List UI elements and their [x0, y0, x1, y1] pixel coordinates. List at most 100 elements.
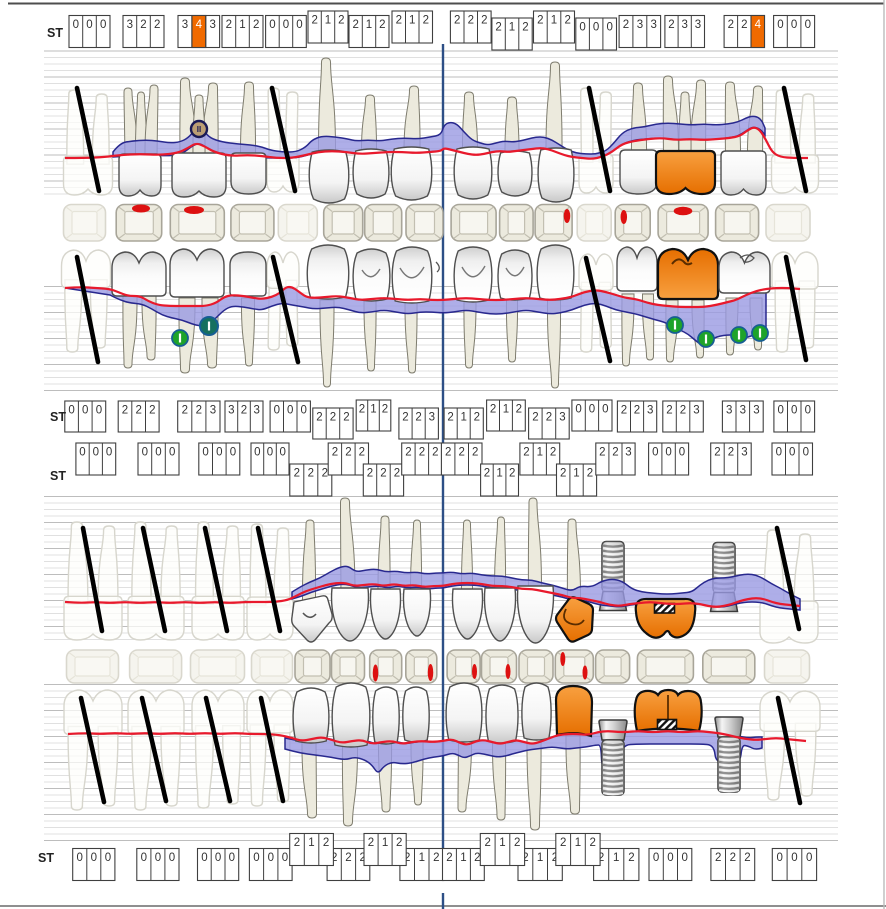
svg-text:0: 0 — [79, 447, 85, 459]
svg-text:2: 2 — [308, 468, 314, 480]
svg-text:0: 0 — [155, 852, 161, 864]
svg-text:2: 2 — [623, 19, 629, 31]
svg-text:3: 3 — [753, 405, 759, 417]
svg-text:2: 2 — [316, 412, 322, 424]
svg-text:1: 1 — [503, 404, 509, 416]
svg-text:2: 2 — [332, 447, 338, 459]
svg-text:2: 2 — [140, 19, 146, 31]
svg-text:1: 1 — [496, 468, 502, 480]
svg-text:0: 0 — [93, 447, 99, 459]
svg-text:2: 2 — [668, 19, 674, 31]
svg-text:3: 3 — [726, 405, 732, 417]
svg-text:0: 0 — [776, 447, 782, 459]
svg-text:2: 2 — [612, 447, 618, 459]
svg-text:0: 0 — [777, 405, 783, 417]
svg-text:ST: ST — [50, 469, 66, 483]
svg-text:2: 2 — [382, 404, 388, 416]
svg-text:0: 0 — [776, 852, 782, 864]
svg-text:3: 3 — [693, 405, 699, 417]
svg-text:1: 1 — [537, 447, 543, 459]
svg-text:2: 2 — [196, 405, 202, 417]
svg-text:0: 0 — [806, 852, 812, 864]
svg-text:2: 2 — [311, 15, 317, 27]
svg-text:0: 0 — [791, 852, 797, 864]
svg-text:0: 0 — [106, 447, 112, 459]
svg-text:0: 0 — [679, 447, 685, 459]
svg-text:2: 2 — [396, 837, 402, 849]
svg-text:0: 0 — [777, 19, 783, 31]
svg-text:3: 3 — [182, 19, 188, 31]
svg-text:2: 2 — [537, 15, 543, 27]
svg-text:2: 2 — [149, 405, 155, 417]
svg-text:2: 2 — [367, 468, 373, 480]
svg-text:2: 2 — [744, 852, 750, 864]
svg-text:2: 2 — [522, 22, 528, 34]
svg-text:2: 2 — [241, 405, 247, 417]
svg-text:2: 2 — [379, 19, 385, 31]
svg-text:2: 2 — [472, 447, 478, 459]
svg-text:2: 2 — [122, 405, 128, 417]
svg-text:2: 2 — [359, 404, 365, 416]
svg-text:0: 0 — [653, 852, 659, 864]
svg-text:0: 0 — [141, 852, 147, 864]
svg-text:2: 2 — [474, 852, 480, 864]
svg-text:0: 0 — [105, 852, 111, 864]
svg-text:1: 1 — [382, 837, 388, 849]
svg-text:2: 2 — [509, 468, 515, 480]
svg-text:0: 0 — [579, 22, 585, 34]
svg-text:1: 1 — [613, 852, 619, 864]
svg-text:2: 2 — [468, 15, 474, 27]
svg-text:2: 2 — [730, 852, 736, 864]
svg-text:2: 2 — [621, 405, 627, 417]
svg-text:2: 2 — [728, 19, 734, 31]
svg-text:1: 1 — [573, 468, 579, 480]
svg-text:1: 1 — [366, 19, 372, 31]
svg-text:1: 1 — [239, 19, 245, 31]
svg-text:0: 0 — [268, 852, 274, 864]
svg-text:1: 1 — [409, 15, 415, 27]
svg-text:3: 3 — [695, 19, 701, 31]
svg-text:1: 1 — [325, 15, 331, 27]
svg-text:2: 2 — [331, 852, 337, 864]
svg-text:2: 2 — [546, 412, 552, 424]
svg-text:0: 0 — [791, 405, 797, 417]
svg-text:2: 2 — [359, 447, 365, 459]
svg-text:2: 2 — [634, 405, 640, 417]
svg-text:3: 3 — [650, 19, 656, 31]
svg-text:2: 2 — [345, 852, 351, 864]
svg-text:2: 2 — [135, 405, 141, 417]
svg-text:0: 0 — [96, 405, 102, 417]
svg-text:2: 2 — [447, 412, 453, 424]
svg-text:2: 2 — [481, 15, 487, 27]
svg-text:1: 1 — [575, 837, 581, 849]
svg-text:0: 0 — [86, 19, 92, 31]
svg-text:3: 3 — [637, 19, 643, 31]
svg-text:1: 1 — [551, 15, 557, 27]
svg-text:2: 2 — [680, 405, 686, 417]
svg-text:2: 2 — [598, 852, 604, 864]
svg-text:2: 2 — [532, 412, 538, 424]
svg-text:1: 1 — [499, 837, 505, 849]
svg-text:4: 4 — [196, 19, 203, 31]
svg-text:0: 0 — [274, 405, 280, 417]
svg-text:0: 0 — [789, 447, 795, 459]
svg-text:2: 2 — [423, 15, 429, 27]
svg-text:3: 3 — [681, 19, 687, 31]
svg-text:3: 3 — [228, 405, 234, 417]
svg-text:2: 2 — [404, 852, 410, 864]
svg-text:0: 0 — [589, 404, 595, 416]
svg-text:3: 3 — [253, 405, 259, 417]
svg-text:2: 2 — [490, 404, 496, 416]
svg-text:2: 2 — [343, 412, 349, 424]
svg-text:0: 0 — [73, 19, 79, 31]
svg-text:0: 0 — [606, 22, 612, 34]
svg-text:3: 3 — [625, 447, 631, 459]
svg-text:0: 0 — [287, 405, 293, 417]
svg-text:3: 3 — [429, 412, 435, 424]
svg-text:2: 2 — [402, 412, 408, 424]
svg-text:2: 2 — [552, 852, 558, 864]
svg-text:0: 0 — [142, 447, 148, 459]
svg-text:2: 2 — [587, 468, 593, 480]
svg-text:1: 1 — [308, 837, 314, 849]
svg-text:2: 2 — [522, 852, 528, 864]
